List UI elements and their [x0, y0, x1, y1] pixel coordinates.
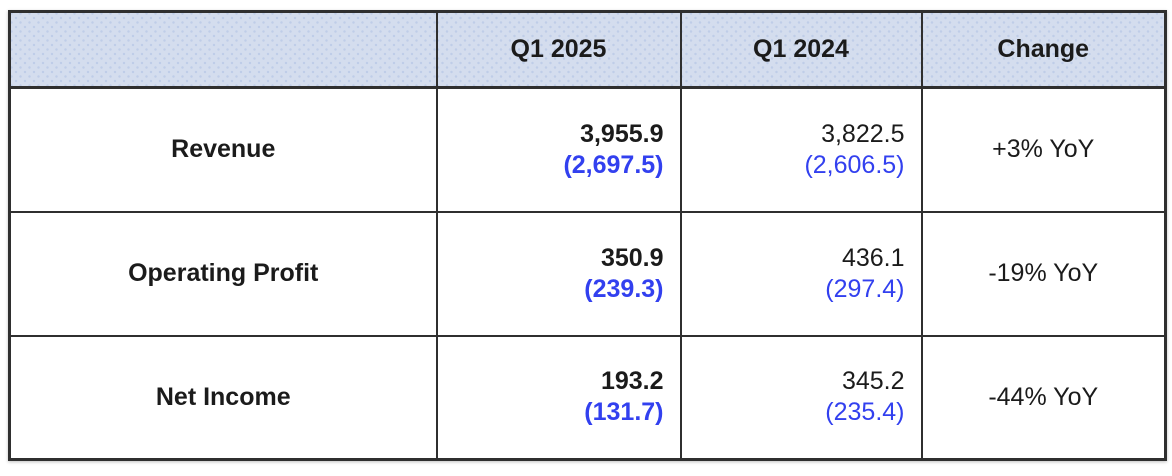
operating-profit-change-cell: -19% YoY: [920, 210, 1167, 337]
operating-profit-q1-2025-cell: 350.9 (239.3): [435, 210, 682, 337]
value-primary: 193.2: [600, 367, 664, 396]
row-label-revenue: Revenue: [8, 86, 438, 213]
revenue-q1-2024-cell: 3,822.5 (2,606.5): [679, 86, 923, 213]
row-label-net-income: Net Income: [8, 334, 438, 461]
row-label-operating-profit: Operating Profit: [8, 210, 438, 337]
revenue-change-cell: +3% YoY: [920, 86, 1167, 213]
value-primary: 3,955.9: [580, 119, 664, 148]
col-header-q1-2024: Q1 2024: [679, 10, 923, 89]
value-primary: 3,822.5: [821, 119, 905, 148]
value-secondary: (131.7): [584, 398, 664, 427]
value-primary: 350.9: [600, 243, 664, 272]
corner-cell: [8, 10, 438, 89]
col-header-change: Change: [920, 10, 1167, 89]
table-row-revenue: Revenue 3,955.9 (2,697.5) 3,822.5 (2,606…: [8, 86, 1167, 213]
net-income-change-cell: -44% YoY: [920, 334, 1167, 461]
header-row: Q1 2025 Q1 2024 Change: [8, 10, 1167, 89]
value-secondary: (297.4): [825, 274, 905, 303]
financial-results-table: Q1 2025 Q1 2024 Change Revenue 3,955.9 (…: [8, 10, 1167, 461]
value-secondary: (235.4): [825, 398, 905, 427]
value-primary: 436.1: [841, 243, 905, 272]
value-secondary: (239.3): [584, 274, 664, 303]
value-secondary: (2,697.5): [563, 150, 664, 179]
value-secondary: (2,606.5): [804, 150, 905, 179]
revenue-q1-2025-cell: 3,955.9 (2,697.5): [435, 86, 682, 213]
net-income-q1-2024-cell: 345.2 (235.4): [679, 334, 923, 461]
operating-profit-q1-2024-cell: 436.1 (297.4): [679, 210, 923, 337]
net-income-q1-2025-cell: 193.2 (131.7): [435, 334, 682, 461]
value-primary: 345.2: [841, 367, 905, 396]
table-row-net-income: Net Income 193.2 (131.7) 345.2 (235.4) -…: [8, 334, 1167, 461]
table-row-operating-profit: Operating Profit 350.9 (239.3) 436.1 (29…: [8, 210, 1167, 337]
col-header-q1-2025: Q1 2025: [435, 10, 682, 89]
